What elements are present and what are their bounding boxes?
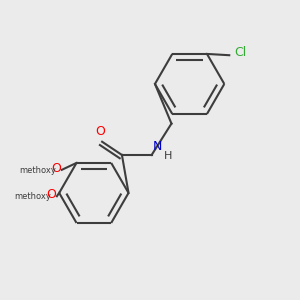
Text: methoxy: methoxy <box>14 192 51 201</box>
Text: N: N <box>152 140 162 153</box>
Text: O: O <box>95 125 105 138</box>
Text: O: O <box>51 162 61 175</box>
Text: H: H <box>164 151 172 161</box>
Text: O: O <box>46 188 56 201</box>
Text: methoxy: methoxy <box>19 166 56 175</box>
Text: Cl: Cl <box>234 46 247 59</box>
